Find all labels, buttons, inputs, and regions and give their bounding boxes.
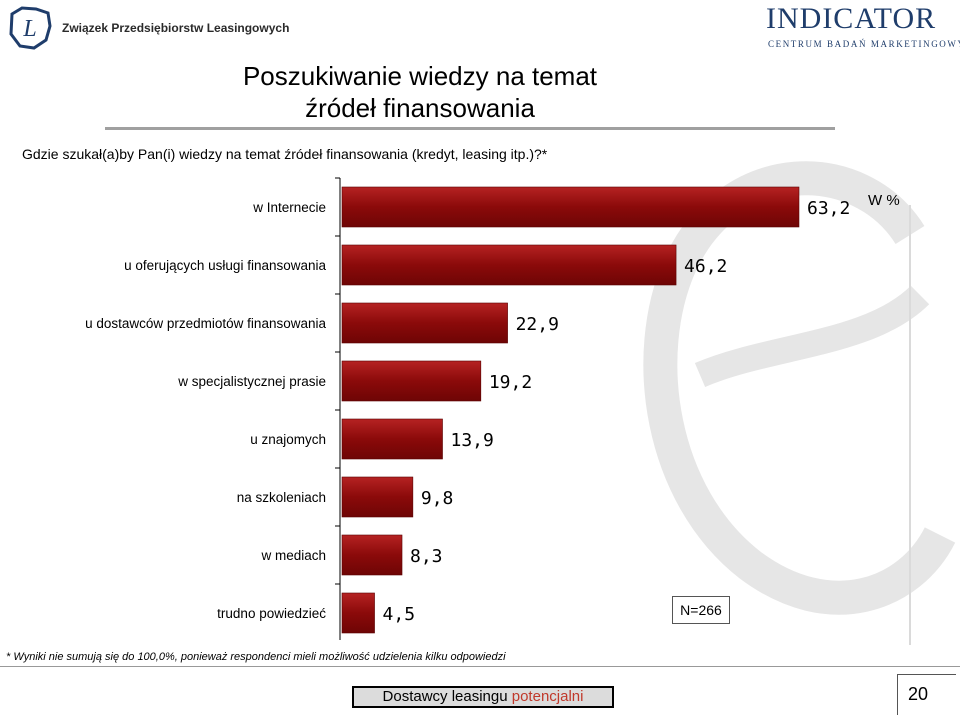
indicator-logo-text: INDICATOR [766, 2, 937, 35]
category-label: trudno powiedzieć [217, 606, 326, 621]
poland-map-logo-icon: L [9, 6, 52, 50]
page-title: Poszukiwanie wiedzy na temat źródeł fina… [140, 60, 700, 124]
bar [341, 534, 403, 576]
value-label: 9,8 [421, 488, 454, 509]
section-banner: Dostawcy leasingu potencjalni [352, 686, 614, 708]
value-label: 22,9 [516, 314, 559, 335]
sample-size-box: N=266 [672, 596, 730, 624]
title-line-1: Poszukiwanie wiedzy na temat [242, 61, 598, 91]
bar [341, 186, 800, 228]
category-label: w mediach [260, 548, 326, 563]
watermark-logo-icon [643, 161, 956, 645]
page-number-frame [897, 674, 956, 715]
bar-chart: w Internecie 63,2 u oferujących usługi fin… [85, 177, 850, 640]
indicator-logo: INDICATOR CENTRUM BADAŃ MARKETINGOWYCH [760, 2, 960, 54]
indicator-logo-subtitle: CENTRUM BADAŃ MARKETINGOWYCH [768, 39, 960, 49]
bar [341, 476, 414, 518]
category-label: u znajomych [250, 432, 326, 447]
bar [341, 592, 375, 634]
footnote: * Wyniki nie sumują się do 100,0%, ponie… [6, 651, 506, 663]
banner-text: Dostawcy leasingu [382, 688, 512, 705]
title-line-2: źródeł finansowania [305, 93, 535, 123]
bar [341, 418, 443, 460]
category-label: w Internecie [252, 200, 326, 215]
value-label: 63,2 [807, 198, 850, 219]
bar [341, 302, 508, 344]
banner-accent-text: potencjalni [511, 688, 584, 705]
bar [341, 360, 482, 402]
category-label: na szkoleniach [237, 490, 326, 505]
value-label: 8,3 [410, 546, 443, 567]
value-label: 13,9 [451, 430, 494, 451]
value-label: 46,2 [684, 256, 727, 277]
category-label: w specjalistycznej prasie [177, 374, 326, 389]
title-divider [105, 127, 835, 130]
category-label: u dostawców przedmiotów finansowania [85, 316, 326, 331]
zpl-logo: L Związek Przedsiębiorstw Leasingowych [6, 4, 289, 54]
footer-divider [0, 666, 960, 667]
category-label: u oferujących usługi finansowania [124, 258, 326, 273]
page-number: 20 [908, 684, 929, 704]
value-label: 4,5 [383, 604, 416, 625]
unit-label: W % [868, 192, 900, 209]
bar [341, 244, 677, 286]
logo-letter: L [22, 16, 36, 42]
zpl-logo-text: Związek Przedsiębiorstw Leasingowych [62, 21, 290, 35]
value-label: 19,2 [489, 372, 532, 393]
survey-question: Gdzie szukał(a)by Pan(i) wiedzy na temat… [22, 146, 548, 162]
